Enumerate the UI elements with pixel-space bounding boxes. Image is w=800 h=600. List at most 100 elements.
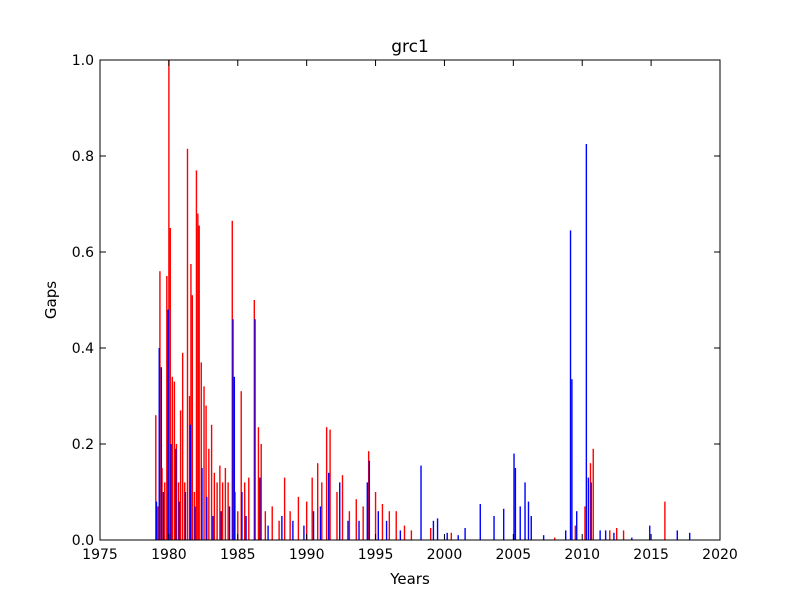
x-tick-label: 1985 bbox=[220, 547, 256, 563]
series-1-bar bbox=[388, 511, 391, 540]
series-2-bar bbox=[155, 501, 158, 540]
series-1-bar bbox=[450, 532, 453, 540]
series-1-bar bbox=[574, 525, 577, 540]
series-1-bar bbox=[289, 511, 291, 540]
series-2-bar bbox=[385, 520, 388, 540]
series-1-bar bbox=[208, 448, 210, 540]
series-1-bar bbox=[210, 424, 213, 540]
series-2-bar bbox=[564, 530, 567, 540]
series-2-bar bbox=[514, 468, 517, 540]
series-1-bar bbox=[553, 537, 556, 540]
series-1-bar bbox=[311, 477, 313, 540]
series-2-bar bbox=[292, 520, 294, 540]
series-2-bar bbox=[178, 501, 180, 540]
series-2-bar bbox=[585, 144, 588, 540]
series-2-bar bbox=[576, 511, 578, 540]
series-1-bar bbox=[325, 427, 328, 540]
series-2-bar bbox=[420, 465, 422, 540]
series-1-bar bbox=[321, 482, 323, 540]
series-1-bar bbox=[410, 530, 413, 540]
series-2-bar bbox=[160, 367, 163, 540]
x-tick-label: 1995 bbox=[358, 547, 394, 563]
series-1-bar bbox=[186, 148, 189, 541]
series-1-bar bbox=[403, 525, 406, 540]
series-1-bar bbox=[592, 448, 594, 540]
series-1-bar bbox=[260, 444, 262, 540]
series-2-bar bbox=[649, 525, 651, 540]
series-2-bar bbox=[587, 477, 590, 540]
series-2-bar bbox=[233, 376, 236, 540]
series-2-bar bbox=[569, 230, 572, 540]
series-1-bar bbox=[195, 170, 198, 540]
series-2-bar bbox=[436, 518, 439, 540]
series-1-bar bbox=[297, 496, 300, 540]
series-2-bar bbox=[676, 530, 678, 540]
x-tick-label: 2005 bbox=[496, 547, 532, 563]
series-2-bar bbox=[530, 516, 532, 540]
series-1-bar bbox=[221, 482, 224, 540]
series-1-bar bbox=[615, 528, 618, 540]
series-2-bar bbox=[358, 520, 360, 540]
series-1-bar bbox=[283, 477, 286, 540]
series-2-bar bbox=[259, 477, 261, 540]
series-1-bar bbox=[305, 501, 308, 540]
plot-frame bbox=[99, 59, 721, 541]
series-2-bar bbox=[245, 516, 247, 540]
series-1-bar bbox=[191, 295, 194, 540]
x-tick-label: 2020 bbox=[702, 547, 738, 563]
series-1-bar bbox=[609, 530, 611, 540]
series-2-bar bbox=[368, 460, 371, 540]
series-1-bar bbox=[227, 482, 229, 540]
series-2-bar bbox=[479, 504, 481, 540]
series-1-bar bbox=[381, 504, 384, 540]
series-1-bar bbox=[336, 492, 338, 540]
series-2-bar bbox=[590, 482, 592, 540]
x-tick-label: 2015 bbox=[633, 547, 669, 563]
series-2-bar bbox=[446, 532, 448, 540]
y-tick-label: 0.4 bbox=[72, 341, 94, 357]
series-1-bar bbox=[181, 352, 184, 540]
series-2-bar bbox=[281, 516, 283, 540]
y-tick-label: 0.2 bbox=[72, 437, 94, 453]
series-1-bar bbox=[157, 506, 159, 540]
series-2-bar bbox=[599, 530, 601, 540]
series-1-bar bbox=[168, 60, 170, 540]
series-2-bar bbox=[228, 506, 231, 540]
series-1-bar bbox=[316, 463, 319, 540]
series-1-bar bbox=[173, 381, 176, 540]
series-1-bar bbox=[240, 391, 242, 540]
series-2-bar bbox=[328, 472, 330, 540]
series-1-bar bbox=[622, 530, 625, 540]
series-1-bar bbox=[271, 506, 273, 540]
x-tick-label: 2000 bbox=[427, 547, 463, 563]
series-2-bar bbox=[254, 319, 256, 540]
series-2-bar bbox=[303, 525, 305, 540]
series-2-bar bbox=[175, 448, 177, 540]
series-1-bar bbox=[203, 386, 205, 540]
series-2-bar bbox=[167, 309, 169, 540]
series-2-bar bbox=[493, 516, 495, 540]
series-1-bar bbox=[179, 410, 182, 540]
series-1-bar bbox=[395, 511, 397, 540]
series-2-bar bbox=[347, 520, 349, 540]
series-2-bar bbox=[194, 506, 196, 540]
series-2-bar bbox=[399, 530, 402, 540]
series-2-bar bbox=[464, 528, 466, 540]
series-1-bar bbox=[362, 506, 364, 540]
ticks-layer: 1975 1980 1985 1990 1995 2000 2005 2010 2015 2020… bbox=[72, 53, 738, 563]
series-2-bar bbox=[201, 468, 203, 540]
series-2-bar bbox=[241, 492, 243, 540]
series-2-bar bbox=[220, 511, 222, 540]
series-1-bar bbox=[171, 376, 174, 540]
bars-layer bbox=[155, 60, 691, 541]
x-tick-label: 2010 bbox=[564, 547, 600, 563]
series-1-bar bbox=[584, 506, 586, 540]
series-1-bar bbox=[213, 472, 216, 540]
series-1-bar bbox=[374, 492, 377, 540]
series-1-bar bbox=[429, 528, 432, 540]
series-1-bar bbox=[224, 468, 227, 540]
series-2-bar bbox=[631, 537, 633, 540]
series-2-bar bbox=[613, 532, 615, 540]
series-1-bar bbox=[164, 482, 166, 540]
